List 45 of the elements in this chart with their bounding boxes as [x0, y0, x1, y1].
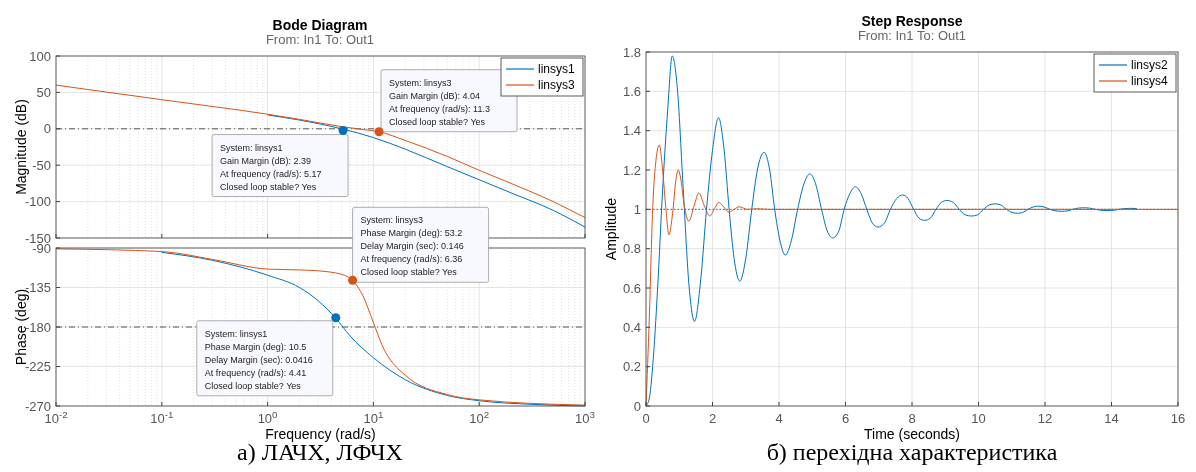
chart-subtitle: From: In1 To: Out1 [265, 32, 375, 47]
x-tick-label: 2 [708, 411, 717, 426]
x-tick-label: 10$^{2}$ [469, 408, 490, 426]
legend-label: linsys2 [1131, 58, 1169, 73]
y-tick-label: 0.6 [622, 280, 641, 296]
y-tick-label: 50 [36, 84, 51, 100]
x-tick-label: 16 [1170, 411, 1186, 426]
y-tick-label: 0 [43, 121, 51, 137]
x-tick-label: 10$^{1}$ [363, 408, 384, 426]
x-tick-label: 14 [1104, 411, 1119, 426]
chart-subtitle: From: In1 To: Out1 [857, 28, 967, 43]
y-tick-label: 0 [633, 398, 641, 414]
y-tick-label: -225 [24, 359, 51, 375]
x-tick-label: 6 [841, 411, 850, 426]
legend-label: linsys1 [538, 62, 576, 77]
legend-label: linsys3 [538, 78, 576, 93]
y-tick-label: 1.2 [622, 162, 641, 178]
x-tick-label: 10$^{0}$ [257, 408, 279, 426]
x-tick-label: 8 [908, 411, 916, 426]
chart-title: Step Response [861, 13, 963, 29]
x-axis-title: Frequency (rad/s) [265, 426, 376, 442]
x-tick-label: 10$^{-1}$ [150, 408, 174, 426]
annotation: System: linsys3 Gain Margin (dB): 4.04 At frequency (rad/s): 11.3 Closed loop stable? Yes [389, 77, 490, 127]
y-tick-label: -50 [32, 157, 51, 173]
x-tick-label: 4 [775, 411, 783, 426]
y-tick-label: 0.2 [622, 359, 641, 375]
y-tick-label: 100 [29, 48, 51, 64]
y-tick-label: -100 [24, 194, 51, 210]
x-axis-title: Time (seconds) [864, 426, 960, 442]
y-axis-title: Amplitude [603, 197, 619, 261]
y-tick-label: 0.4 [622, 319, 641, 335]
y-tick-label: 1.4 [622, 123, 641, 139]
x-tick-label: 10 [971, 411, 986, 426]
x-tick-label: 10$^{3}$ [575, 408, 595, 426]
y-tick-label: 1.8 [622, 44, 641, 60]
chart-title: Bode Diagram [272, 17, 368, 33]
y-tick-label: 0.8 [622, 241, 641, 257]
annotation: System: linsys3 Phase Margin (deg): 53.2 Delay Margin (sec): 0.146 At frequency (rad/s): 6.36 Closed loop stable? Yes [360, 215, 464, 278]
x-tick-label: 12 [1037, 411, 1053, 426]
y-tick-label: 1.6 [622, 83, 641, 99]
y-tick-label: 1 [633, 201, 641, 217]
annotation: System: linsys1 Phase Margin (deg): 10.5 Delay Margin (sec): 0.0416 At frequency (rad/s): 4.41 Closed loop stable? Yes [204, 328, 313, 391]
annotation: System: linsys1 Gain Margin (dB): 2.39 At frequency (rad/s): 5.17 Closed loop stable? Yes [220, 142, 322, 192]
y-axis-title: Magnitude (dB) [13, 99, 29, 195]
legend-label: linsys4 [1131, 74, 1169, 89]
